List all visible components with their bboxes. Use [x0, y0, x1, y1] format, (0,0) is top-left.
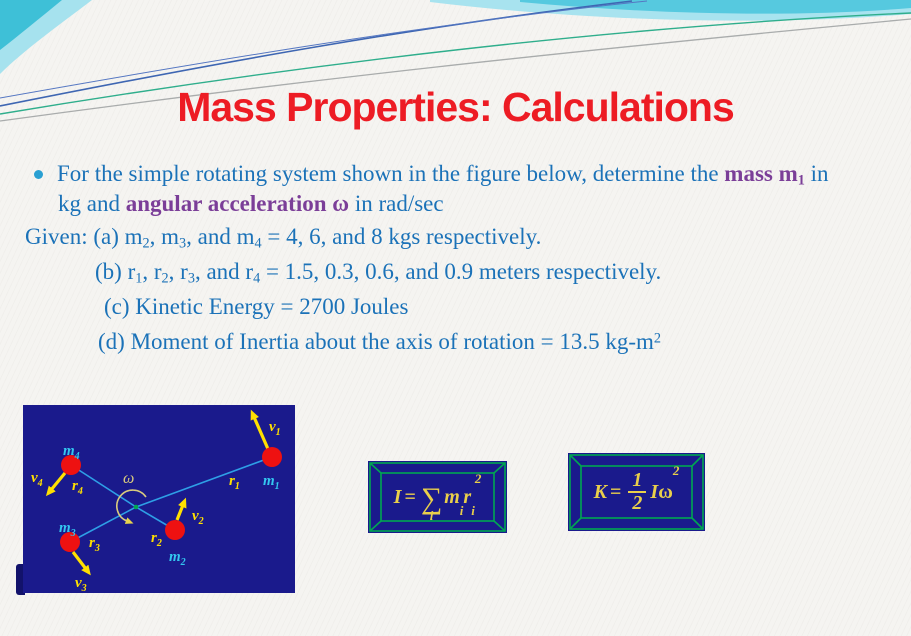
radius-line-r1	[135, 456, 273, 508]
given-line-a: Given: (a) m2, m3, and m4 = 4, 6, and 8 …	[25, 224, 542, 252]
right-wave-light	[430, 0, 911, 21]
mass-dot-m2	[165, 520, 185, 540]
given-line-b: (b) r1, r2, r3, and r4 = 1.5, 0.3, 0.6, …	[95, 259, 662, 287]
given-line-d: (d) Moment of Inertia about the axis of …	[98, 329, 662, 354]
axis-center-dot	[133, 504, 139, 510]
label-r2: r2	[151, 530, 162, 549]
radius-line-r3	[69, 506, 137, 543]
label-r1: r1	[229, 473, 240, 492]
label-v3: v3	[75, 575, 87, 593]
velocity-arrow-v3	[71, 551, 91, 576]
right-wave-blob	[615, 0, 865, 12]
bullet-text-line2: kg and angular acceleration ω in rad/sec	[58, 191, 444, 216]
green-bevel-frame	[369, 462, 506, 532]
velocity-arrow-v2	[175, 497, 187, 521]
corner-wave-light	[0, 0, 92, 74]
rotating-system-figure: m1 m2 m3 m4 r1 r2 r3 r4 v1 v2 v3 v4 ω	[23, 405, 295, 593]
omega-rotation-arrow	[116, 489, 147, 524]
mass-dot-m4	[61, 455, 81, 475]
mass-dot-m3	[60, 532, 80, 552]
corner-wave-bright	[0, 0, 62, 50]
radius-line-r4	[70, 464, 137, 508]
mass-dot-m1	[262, 447, 282, 467]
label-v4: v4	[31, 470, 43, 489]
green-bevel-frame	[569, 454, 704, 530]
label-m3: m3	[59, 520, 76, 539]
slide-edge-tab	[16, 564, 25, 595]
velocity-arrow-v4	[45, 471, 67, 497]
label-r3: r3	[89, 535, 100, 554]
bullet-text-line1: For the simple rotating system shown in …	[57, 161, 829, 189]
bullet-icon	[34, 170, 43, 179]
label-m2: m2	[169, 549, 186, 568]
label-r4: r4	[72, 478, 83, 497]
label-m1: m1	[263, 473, 280, 492]
label-v2: v2	[192, 508, 204, 527]
label-v1: v1	[269, 419, 281, 438]
slide-title: Mass Properties: Calculations	[177, 84, 735, 130]
label-omega: ω	[123, 470, 134, 487]
given-line-c: (c) Kinetic Energy = 2700 Joules	[104, 294, 409, 319]
right-wave-mid	[520, 0, 911, 14]
label-m4: m4	[63, 443, 80, 462]
velocity-arrow-v1	[250, 409, 270, 450]
